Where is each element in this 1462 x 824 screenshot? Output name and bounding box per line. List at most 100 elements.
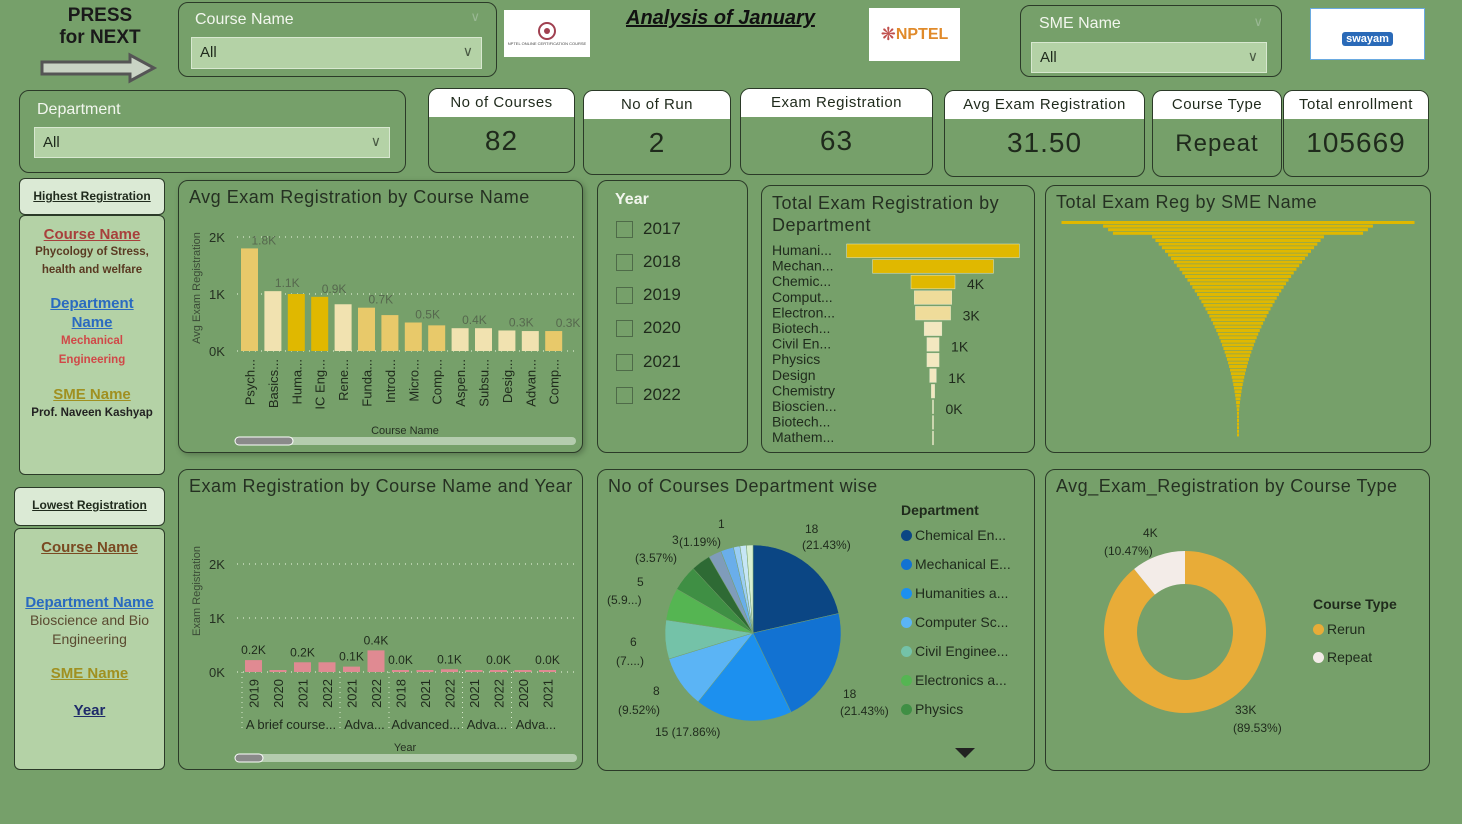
data-label: 0.1K [339,650,364,664]
x-tick-label: IC Eng... [313,359,328,410]
legend-label: Computer Sc... [915,614,1009,630]
legend-item[interactable]: Mechanical E... [901,556,1011,572]
legend-item-repeat[interactable]: Repeat [1313,649,1372,665]
kpi-exam-registration: Exam Registration 63 [740,88,933,175]
legend-scroll-down-icon[interactable] [955,748,975,758]
bar [428,325,446,351]
press-next-button[interactable]: PRESS for NEXT [40,5,158,85]
legend-item[interactable]: Chemical En... [901,527,1006,543]
highest-registration-button[interactable]: Highest Registration [19,178,165,215]
pie-slice [752,544,840,634]
funnel-bar [1165,249,1311,253]
checkbox[interactable] [616,286,633,304]
year-option-2020[interactable]: 2020 [616,318,681,338]
funnel-bar [1179,267,1297,271]
x-tick-label: 2020 [271,679,286,708]
chart-title: No of Courses Department wise [608,476,878,496]
y-tick-label: 0K [209,665,225,680]
funnel-bar [926,337,940,352]
arrow-right-icon [40,52,158,84]
funnel-bar [1236,404,1240,408]
x-tick-label: Comp... [547,359,562,405]
checkbox[interactable] [616,253,633,271]
funnel-bar [872,259,994,274]
data-label: 0.3K [509,315,534,329]
bar [294,662,311,672]
category-label: Mechan... [772,258,833,274]
funnel-bar [1216,329,1260,332]
legend-item[interactable]: Humanities a... [901,585,1008,601]
data-label: 0.4K [364,633,389,647]
x-tick-label: Comp... [430,359,445,405]
data-label: 1 [718,517,725,531]
donut-slice [1134,551,1185,595]
funnel-bar [1194,289,1282,293]
kpi-no-of-courses: No of Courses 82 [428,88,575,173]
funnel-bar [1161,246,1315,250]
x-tick-label: Huma... [289,359,304,405]
funnel-bar [1182,271,1294,275]
group-label: Adva... [516,717,556,732]
year-option-label: 2019 [643,285,681,304]
bar [358,307,375,351]
chevron-down-icon[interactable]: ∨ [470,9,480,24]
kpi-label: No of Courses [429,89,574,117]
funnel-bar [1103,224,1373,228]
kpi-label: Avg Exam Registration [945,91,1144,119]
course-name-dropdown[interactable]: All ∨ [191,37,482,69]
funnel-bar [1235,393,1241,397]
sme-name-dropdown[interactable]: All ∨ [1031,42,1267,73]
funnel-bar [914,290,952,305]
bar [475,328,492,351]
department-name-heading: Department Name [50,295,134,331]
year-option-2019[interactable]: 2019 [616,285,681,305]
legend-item[interactable]: Civil Enginee... [901,643,1008,659]
data-label: 4K [1143,526,1158,540]
data-label: (9.52%) [618,703,661,717]
year-option-2017[interactable]: 2017 [616,219,681,239]
lowest-registration-label: Lowest Registration [32,498,147,512]
year-option-2021[interactable]: 2021 [616,352,681,372]
group-label: A brief course... [246,717,336,732]
data-label: (21.43%) [840,704,889,718]
kpi-label: Total enrollment [1284,91,1428,119]
department-slicer-label: Department [37,101,121,118]
department-dropdown[interactable]: All ∨ [34,127,390,158]
legend-item[interactable]: Physics [901,701,963,717]
checkbox[interactable] [616,220,633,238]
checkbox[interactable] [616,319,633,337]
category-label: Bioscien... [772,398,837,414]
lowest-registration-button[interactable]: Lowest Registration [14,487,165,526]
data-label: (89.53%) [1233,721,1282,735]
year-option-label: 2018 [643,252,681,271]
funnel-bar [1168,253,1308,257]
y-tick-label: 2K [209,230,225,245]
scrollbar [235,437,576,445]
year-option-2022[interactable]: 2022 [616,385,681,405]
x-tick-label: 2022 [443,679,458,708]
checkbox[interactable] [616,353,633,371]
legend-dot [901,529,912,541]
legend-label: Mechanical E... [915,556,1011,572]
funnel-bar [1197,293,1279,296]
sme-name-value: Prof. Naveen Kashyap [31,407,153,419]
data-label: 1.1K [275,276,300,290]
sme-name-slicer: SME Name ∨ All ∨ [1020,5,1282,77]
y-tick-label: 1K [209,287,225,302]
funnel-bar [1155,239,1321,242]
scrollbar [235,754,577,762]
legend-title: Course Type [1313,596,1397,612]
year-option-2018[interactable]: 2018 [616,252,681,272]
funnel-bar [931,384,935,399]
chevron-down-icon[interactable]: ∨ [1253,14,1263,29]
data-label: 4K [967,276,985,292]
chart-title: Avg Exam Registration by Course Name [189,187,530,207]
total-exam-reg-by-sme-chart: Total Exam Reg by SME Name [1045,185,1431,453]
legend-item[interactable]: Electronics a... [901,672,1007,688]
legend-item-rerun[interactable]: Rerun [1313,621,1365,637]
checkbox[interactable] [616,386,633,404]
funnel-bar [1237,411,1239,415]
legend-item[interactable]: Computer Sc... [901,614,1008,630]
bar [269,670,287,672]
data-label: 1K [951,339,969,355]
